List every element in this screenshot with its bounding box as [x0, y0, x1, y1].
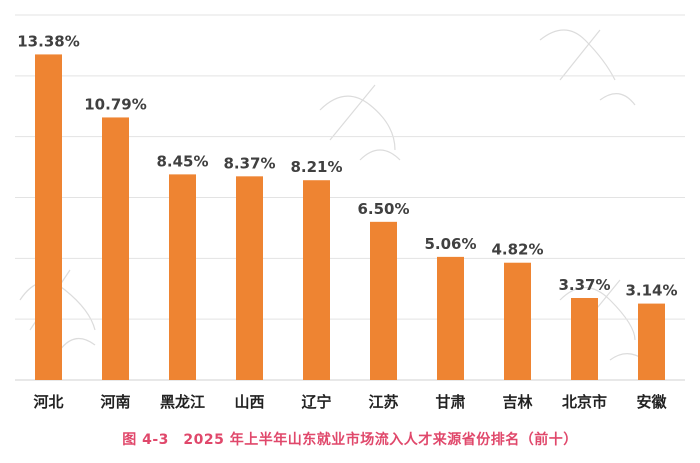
category-label-3: 山西	[234, 393, 264, 411]
bar-7	[504, 262, 531, 380]
category-label-2: 黑龙江	[160, 393, 205, 411]
category-label-6: 甘肃	[435, 393, 465, 411]
category-label-4: 辽宁	[301, 393, 331, 411]
category-label-7: 吉林	[502, 393, 533, 411]
data-label-2: 8.45%	[156, 152, 208, 170]
bar-0	[35, 54, 62, 381]
data-label-5: 6.50%	[357, 200, 409, 218]
category-label-8: 北京市	[562, 393, 607, 411]
data-label-3: 8.37%	[223, 154, 275, 172]
data-label-7: 4.82%	[491, 241, 543, 259]
bar-8	[571, 297, 598, 380]
bar-chart: 13.38% 10.79% 8.45% 8.37% 8.21% 6.50% 5.06% 4.8…	[15, 14, 685, 411]
bar-5	[370, 221, 397, 380]
data-labels: 13.38% 10.79% 8.45% 8.37% 8.21% 6.50% 5.06% 4.8…	[17, 32, 677, 299]
category-label-0: 河北	[33, 393, 63, 411]
bar-1	[102, 117, 129, 381]
data-label-0: 13.38%	[17, 32, 79, 50]
category-label-5: 江苏	[368, 393, 398, 411]
category-tick-labels: 河北 河南 黑龙江 山西 辽宁 江苏 甘肃 吉林 北京市 安徽	[33, 393, 667, 411]
figure-caption: 图 4-3 2025 年上半年山东就业市场流入人才来源省份排名（前十）	[122, 432, 578, 448]
data-label-6: 5.06%	[424, 235, 476, 253]
data-label-8: 3.37%	[558, 276, 610, 294]
bar-3	[236, 176, 263, 380]
data-label-4: 8.21%	[290, 158, 342, 176]
bar-4	[303, 180, 330, 380]
data-label-9: 3.14%	[625, 282, 677, 300]
data-label-1: 10.79%	[84, 95, 146, 113]
bar-9	[638, 303, 665, 380]
bar-2	[169, 174, 196, 380]
bars	[35, 54, 665, 381]
bar-6	[437, 256, 464, 380]
category-label-1: 河南	[100, 393, 130, 411]
category-label-9: 安徽	[636, 393, 667, 411]
